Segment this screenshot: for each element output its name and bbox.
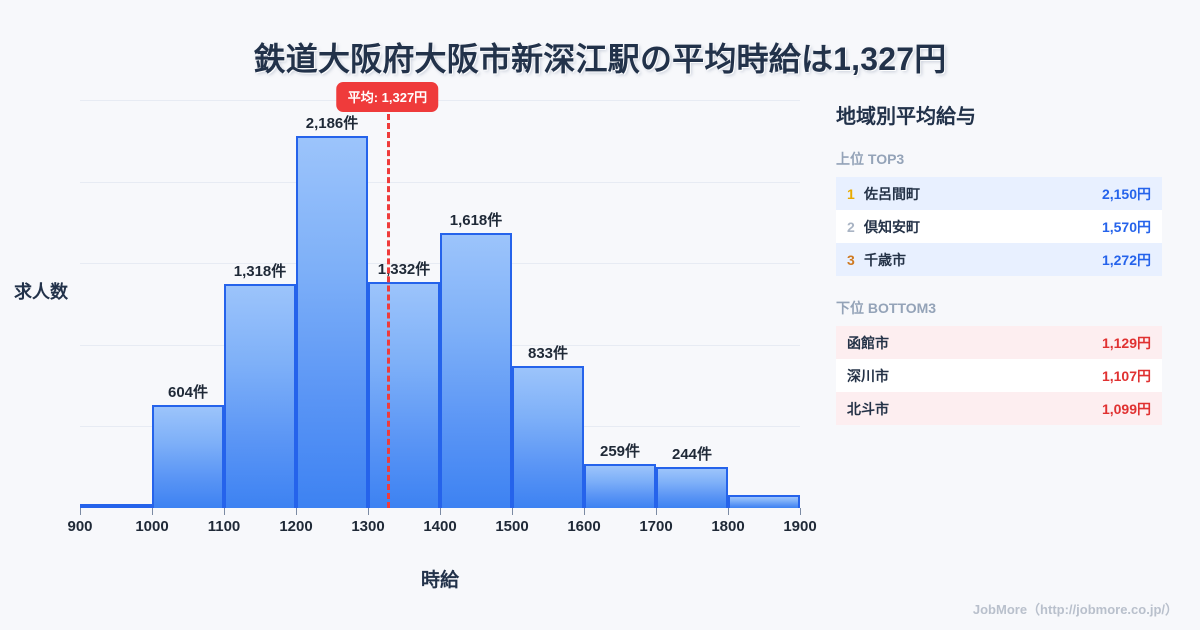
- bar-value-label: 259件: [599, 442, 641, 460]
- bar-value-label: 244件: [671, 445, 713, 463]
- x-axis-tick: [80, 508, 81, 515]
- region-name: 函館市: [847, 334, 889, 351]
- footer-credit: JobMore（http://jobmore.co.jp/）: [972, 602, 1178, 617]
- x-axis-tick: [584, 508, 585, 515]
- x-axis-tick-label: 1400: [423, 518, 457, 535]
- histogram-bar[interactable]: [368, 281, 440, 508]
- x-axis-tick-label: 1500: [495, 518, 529, 535]
- histogram-bar[interactable]: [152, 405, 224, 508]
- plot-area: 604件 1,318件 2,186件 1,332件 1,618件 833件 259件 244件…: [67, 82, 817, 535]
- x-axis-tick-label: 1100: [207, 518, 241, 535]
- bar-value-label: 2,186件: [305, 115, 359, 133]
- histogram-bar[interactable]: [656, 466, 728, 508]
- rank-number: 1: [847, 185, 855, 202]
- x-axis-tick-label: 1900: [783, 518, 817, 535]
- x-axis-tick-label: 1000: [135, 518, 169, 535]
- bottom3-row[interactable]: 北斗市 1,099円: [836, 392, 1162, 425]
- x-axis-tick-label: 1300: [351, 518, 385, 535]
- region-name: 倶知安町: [864, 218, 920, 235]
- region-wage: 1,107円: [1101, 367, 1151, 384]
- histogram-bar[interactable]: [440, 232, 512, 508]
- x-axis-tick: [440, 508, 441, 515]
- top3-row[interactable]: 3 千歳市 1,272円: [836, 243, 1162, 276]
- top3-row[interactable]: 1 佐呂間町 2,150円: [836, 177, 1162, 210]
- histogram-bar[interactable]: [584, 463, 656, 508]
- x-axis-tick: [800, 508, 801, 515]
- region-wage: 2,150円: [1101, 185, 1151, 202]
- bar-value-label: 1,618件: [449, 211, 503, 229]
- average-badge: 平均: 1,327円: [336, 82, 439, 112]
- x-axis-tick: [512, 508, 513, 515]
- rank-number: 2: [847, 218, 855, 235]
- region-salary-panel: 地域別平均給与 上位 TOP3 1 佐呂間町 2,150円 2 倶知安町 1,570円 3 千…: [836, 100, 1166, 447]
- region-wage: 1,099円: [1101, 400, 1151, 417]
- x-axis-tick: [656, 508, 657, 515]
- gridline: [80, 181, 800, 183]
- bar-value-label: 1,318件: [233, 262, 287, 280]
- histogram-bar[interactable]: [728, 495, 800, 508]
- histogram-bar[interactable]: [296, 136, 368, 508]
- x-axis-tick-label: 1200: [279, 518, 313, 535]
- page-title: 鉄道大阪府大阪市新深江駅の平均時給は1,327円: [253, 41, 947, 77]
- top3-group-label: 上位 TOP3: [836, 151, 905, 167]
- region-wage: 1,272円: [1101, 251, 1151, 268]
- x-axis-tick: [728, 508, 729, 515]
- rank-number: 3: [847, 251, 855, 268]
- bar-value-label: 1,332件: [377, 260, 431, 278]
- y-axis-label: 求人数: [14, 282, 68, 302]
- region-name: 佐呂間町: [864, 185, 920, 202]
- bottom3-row[interactable]: 函館市 1,129円: [836, 326, 1162, 359]
- bar-value-label: 833件: [527, 345, 569, 363]
- side-panel-title: 地域別平均給与: [836, 106, 976, 128]
- x-axis-label: 時給: [420, 570, 459, 591]
- bottom3-group-label: 下位 BOTTOM3: [836, 300, 937, 316]
- region-wage: 1,129円: [1101, 334, 1151, 351]
- region-name: 千歳市: [864, 251, 906, 268]
- x-axis-tick: [152, 508, 153, 515]
- gridline: [80, 100, 800, 101]
- x-axis-tick: [224, 508, 225, 515]
- bottom3-row[interactable]: 深川市 1,107円: [836, 359, 1162, 392]
- x-axis-tick: [368, 508, 369, 515]
- bar-value-label: 604件: [167, 384, 209, 402]
- bottom3-table: 函館市 1,129円深川市 1,107円北斗市 1,099円: [836, 326, 1162, 425]
- x-axis-tick-label: 900: [67, 518, 93, 535]
- x-axis-tick-label: 1600: [567, 518, 601, 535]
- x-axis-tick-label: 1800: [711, 518, 745, 535]
- x-axis-tick-label: 1700: [639, 518, 673, 535]
- histogram-bar[interactable]: [80, 504, 152, 508]
- region-wage: 1,570円: [1101, 218, 1151, 235]
- histogram-chart: 求人数 604件 1,318件 2,186件 1,332件 1,618件 833件 259件…: [0, 82, 830, 595]
- top3-table: 1 佐呂間町 2,150円 2 倶知安町 1,570円 3 千歳市 1,272円: [836, 177, 1162, 276]
- top3-row[interactable]: 2 倶知安町 1,570円: [836, 210, 1162, 243]
- histogram-bar[interactable]: [224, 283, 296, 508]
- histogram-bar[interactable]: [512, 366, 584, 508]
- region-name: 北斗市: [847, 400, 889, 417]
- region-name: 深川市: [847, 367, 889, 384]
- average-line: [387, 114, 391, 508]
- x-axis-tick: [296, 508, 297, 515]
